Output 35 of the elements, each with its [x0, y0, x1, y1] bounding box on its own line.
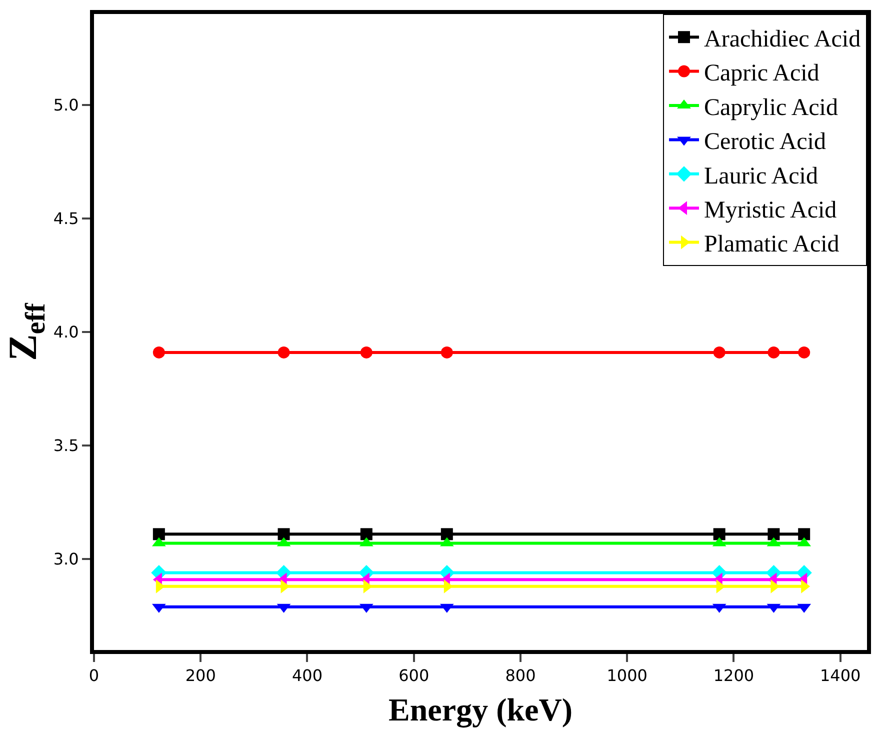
point — [152, 346, 165, 358]
legend-label: Capric Acid — [704, 60, 820, 87]
y-tick-label: 4.0 — [53, 322, 79, 342]
y-tick-label: 3.0 — [53, 550, 79, 569]
point — [152, 528, 165, 540]
y-tick-label: 5.0 — [53, 95, 79, 114]
legend-label: Myristic Acid — [704, 197, 837, 224]
point — [360, 528, 372, 540]
point — [713, 528, 726, 540]
point — [440, 528, 453, 540]
legend-label: Cerotic Acid — [704, 129, 826, 156]
x-axis-title: Energy (keV) — [388, 692, 572, 729]
y-tick-label: 3.5 — [53, 436, 79, 456]
point — [798, 528, 810, 540]
x-tick-label: 800 — [505, 666, 536, 686]
legend-label: Arachidiec Acid — [704, 26, 861, 52]
point — [798, 346, 810, 358]
x-tick-label: 200 — [185, 666, 216, 686]
legend-label: Caprylic Acid — [704, 94, 838, 121]
point — [713, 346, 726, 358]
point — [440, 346, 453, 358]
x-tick-label: 600 — [398, 666, 430, 686]
point — [278, 346, 290, 358]
x-tick-label: 400 — [292, 666, 323, 686]
legend-label: Lauric Acid — [704, 163, 818, 190]
x-tick-label: 1400 — [820, 666, 861, 686]
point — [768, 346, 780, 358]
point — [360, 346, 372, 358]
x-tick-label: 1000 — [606, 666, 648, 686]
legend-label: Plamatic Acid — [704, 232, 840, 258]
point — [768, 528, 780, 540]
point — [278, 528, 290, 540]
y-tick-label: 4.5 — [53, 209, 79, 228]
x-tick-label: 0 — [88, 666, 100, 686]
x-tick-label: 1200 — [713, 666, 754, 686]
